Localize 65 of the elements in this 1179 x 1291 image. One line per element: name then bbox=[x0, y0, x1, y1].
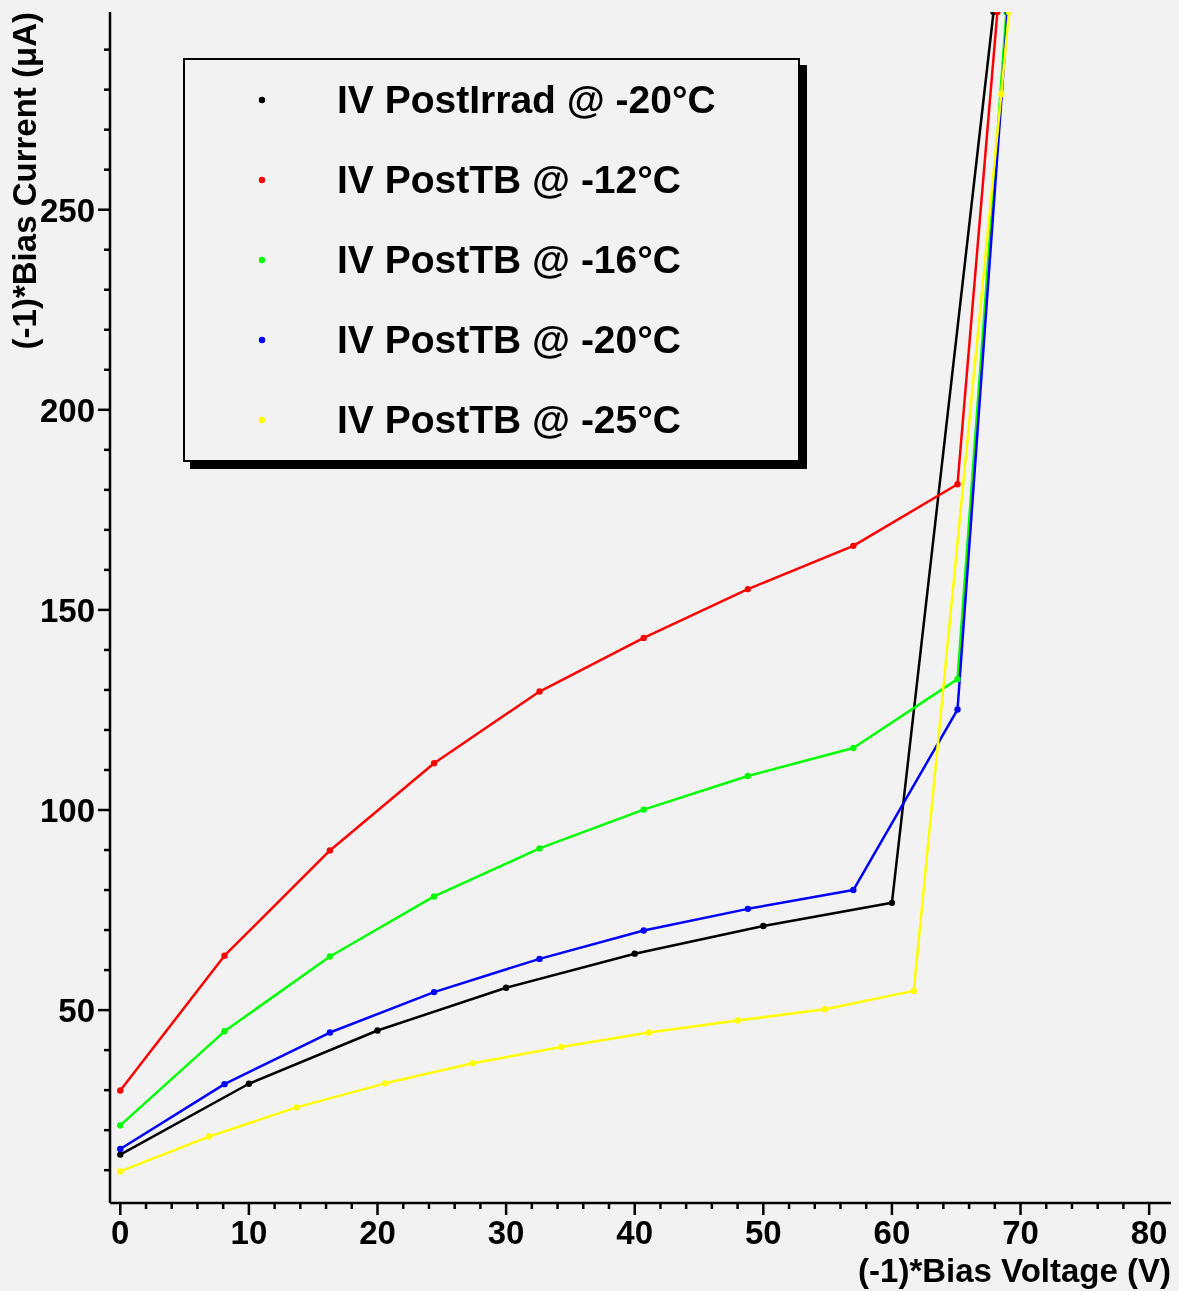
x-axis-title: (-1)*Bias Voltage (V) bbox=[858, 1252, 1171, 1289]
legend-label: IV PostTB @ -12°C bbox=[337, 158, 682, 202]
legend-label: IV PostIrrad @ -20°C bbox=[337, 78, 716, 122]
point bbox=[821, 1006, 829, 1013]
point bbox=[430, 759, 438, 767]
x-tick-label: 40 bbox=[616, 1214, 654, 1251]
legend-label: IV PostTB @ -20°C bbox=[337, 318, 682, 362]
x-tick-label: 70 bbox=[1002, 1214, 1039, 1251]
point bbox=[117, 1122, 124, 1129]
point bbox=[910, 987, 917, 995]
y-tick-label: 200 bbox=[39, 391, 95, 429]
point bbox=[221, 952, 228, 959]
point bbox=[744, 585, 752, 593]
legend-label: IV PostTB @ -25°C bbox=[337, 398, 682, 442]
y-tick-label: 150 bbox=[39, 591, 95, 629]
point bbox=[850, 886, 857, 894]
x-tick-label: 0 bbox=[111, 1214, 130, 1251]
point bbox=[760, 922, 767, 930]
x-tick-label: 10 bbox=[230, 1214, 268, 1251]
point bbox=[954, 675, 961, 683]
point bbox=[998, 90, 1005, 98]
point bbox=[888, 899, 896, 907]
y-tick-label: 50 bbox=[58, 991, 95, 1029]
x-tick-label: 80 bbox=[1130, 1214, 1168, 1251]
point bbox=[536, 688, 543, 695]
point bbox=[502, 984, 510, 991]
point bbox=[744, 772, 752, 780]
x-tick-label: 60 bbox=[873, 1214, 911, 1251]
x-tick-label: 30 bbox=[487, 1214, 525, 1251]
point bbox=[326, 1029, 334, 1036]
point bbox=[954, 706, 961, 713]
point bbox=[117, 1168, 124, 1175]
point bbox=[430, 893, 438, 900]
point bbox=[117, 1145, 124, 1153]
point bbox=[117, 1151, 124, 1158]
point bbox=[640, 927, 647, 934]
point bbox=[850, 744, 857, 752]
point bbox=[734, 1017, 741, 1024]
x-tick-label: 50 bbox=[744, 1214, 782, 1251]
point bbox=[558, 1043, 565, 1051]
point bbox=[326, 847, 334, 854]
legend-label: IV PostTB @ -16°C bbox=[337, 238, 682, 282]
point bbox=[850, 542, 857, 550]
point bbox=[631, 950, 638, 957]
y-tick-label: 100 bbox=[39, 791, 95, 829]
x-tick-label: 20 bbox=[359, 1214, 396, 1251]
point bbox=[645, 1029, 653, 1036]
point bbox=[382, 1080, 389, 1087]
point bbox=[221, 1080, 228, 1088]
point bbox=[293, 1104, 300, 1111]
point bbox=[744, 905, 752, 913]
point bbox=[221, 1028, 228, 1035]
point bbox=[536, 845, 543, 852]
point bbox=[326, 953, 334, 960]
point bbox=[640, 806, 647, 813]
point bbox=[205, 1133, 213, 1140]
y-tick-label: 250 bbox=[39, 191, 95, 229]
point bbox=[245, 1080, 253, 1087]
point bbox=[117, 1087, 124, 1094]
point bbox=[640, 634, 647, 642]
point bbox=[430, 988, 438, 996]
point bbox=[536, 955, 543, 963]
point bbox=[954, 481, 961, 488]
point bbox=[469, 1060, 476, 1067]
point bbox=[374, 1027, 381, 1034]
